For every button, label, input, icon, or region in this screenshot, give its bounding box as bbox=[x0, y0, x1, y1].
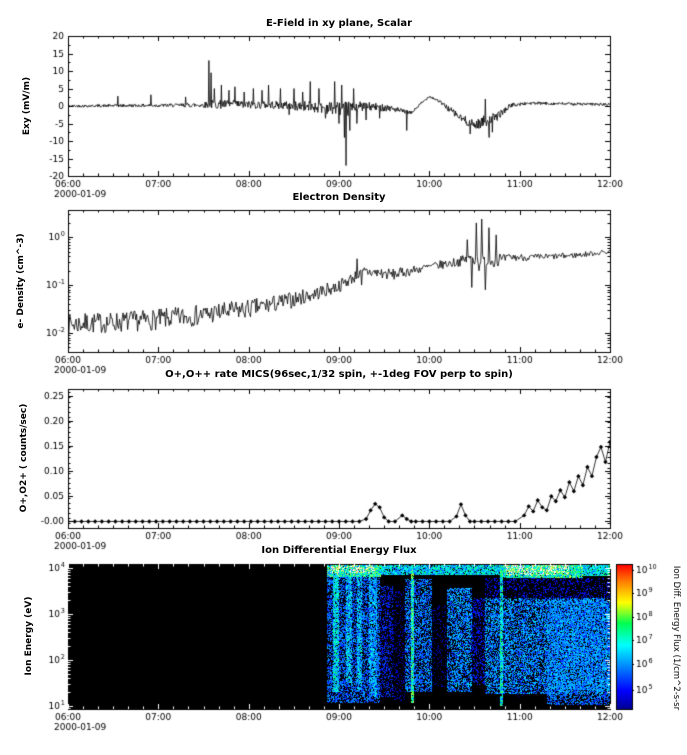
colorbar-label: Ion Diff. Energy Flux (1/cm^2-s-sr bbox=[671, 565, 681, 711]
electron-density-title: Electron Density bbox=[292, 192, 386, 203]
ion-rate-ylabel: O+,O2+ ( counts/sec) bbox=[19, 403, 29, 513]
ion-energy-ylabel: Ion Energy (eV) bbox=[24, 596, 34, 676]
ion-flux-title: Ion Differential Energy Flux bbox=[261, 545, 417, 556]
ion-rate-title: O+,O++ rate MICS(96sec,1/32 spin, +-1deg… bbox=[165, 369, 513, 380]
efield-ylabel: Exy (mV/m) bbox=[22, 76, 32, 136]
electron-density-ylabel: e- Density (cm^-3) bbox=[16, 233, 26, 329]
efield-title: E-Field in xy plane, Scalar bbox=[265, 18, 413, 29]
